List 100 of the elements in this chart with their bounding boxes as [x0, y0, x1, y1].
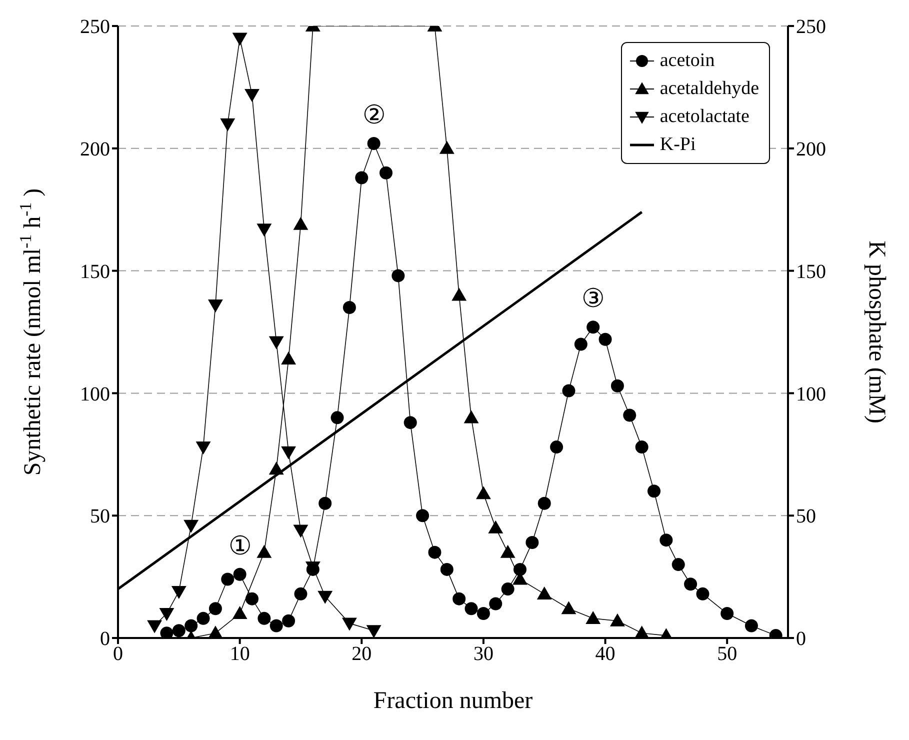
point — [586, 320, 600, 334]
point — [196, 442, 211, 455]
point — [696, 587, 710, 600]
x-tick-label: 10 — [230, 643, 250, 666]
point — [635, 440, 648, 454]
point — [610, 379, 624, 392]
point — [464, 602, 478, 616]
point — [380, 166, 392, 180]
point — [648, 484, 660, 498]
y2-tick-label: 100 — [796, 383, 826, 406]
y2-tick-label: 0 — [796, 628, 806, 650]
point — [720, 607, 734, 620]
point — [221, 572, 234, 586]
x-axis-title: Fraction number — [373, 688, 533, 714]
y2-axis-title: K phosphate (mM) — [863, 240, 890, 424]
point — [256, 544, 272, 558]
point — [489, 597, 502, 610]
point — [268, 336, 284, 350]
annotation: ② — [362, 100, 386, 130]
legend-label: acetoin — [660, 50, 715, 72]
point — [208, 626, 223, 638]
point — [428, 546, 442, 559]
x-tick-label: 20 — [352, 643, 372, 666]
point — [294, 587, 308, 600]
point — [623, 408, 636, 422]
point — [184, 619, 198, 632]
point — [514, 562, 526, 576]
y2-tick-label: 50 — [796, 506, 816, 528]
point — [392, 269, 405, 282]
point — [256, 224, 272, 237]
point — [171, 586, 186, 599]
point — [355, 171, 368, 184]
point — [147, 620, 162, 634]
point — [452, 288, 467, 301]
point — [293, 524, 308, 538]
point — [660, 534, 673, 547]
point — [476, 486, 491, 500]
point — [233, 568, 246, 581]
point — [318, 496, 332, 510]
x-tick-label: 30 — [473, 643, 494, 666]
point — [159, 608, 174, 621]
point — [598, 332, 612, 346]
point — [550, 440, 564, 454]
point — [610, 613, 625, 626]
point — [258, 612, 271, 625]
point — [536, 586, 552, 600]
point — [220, 118, 236, 132]
point — [672, 558, 685, 572]
point — [330, 411, 344, 424]
point — [416, 509, 430, 522]
point — [562, 384, 576, 398]
point — [367, 137, 380, 150]
point — [342, 301, 356, 314]
point — [232, 32, 248, 46]
x-tick-label: 40 — [595, 643, 616, 666]
annotation: ③ — [582, 284, 605, 314]
point — [404, 416, 417, 430]
point — [476, 607, 490, 620]
point — [501, 582, 514, 596]
point — [293, 216, 308, 230]
point — [561, 601, 576, 614]
legend-label: acetaldehyde — [660, 78, 759, 100]
point — [452, 592, 466, 606]
y2-tick-label: 150 — [796, 260, 826, 283]
point — [160, 626, 174, 638]
y-tick-label: 200 — [80, 138, 110, 160]
point — [574, 338, 588, 351]
point — [184, 520, 199, 533]
point — [246, 592, 258, 606]
point — [318, 590, 333, 604]
point — [538, 496, 551, 510]
annotation: ① — [228, 531, 252, 560]
point — [172, 624, 186, 638]
point — [270, 619, 283, 632]
point — [684, 578, 698, 591]
y-tick-label: 250 — [80, 16, 110, 38]
point — [488, 520, 504, 534]
y2-tick-label: 200 — [796, 138, 826, 160]
x-tick-label: 50 — [717, 643, 738, 666]
point — [366, 625, 382, 638]
point — [281, 351, 296, 364]
point — [586, 610, 601, 624]
point — [342, 618, 357, 631]
point — [464, 410, 479, 424]
point — [500, 544, 516, 558]
point — [526, 536, 539, 550]
point — [634, 626, 650, 638]
point — [440, 562, 454, 576]
y-tick-label: 150 — [80, 260, 110, 283]
point — [208, 300, 223, 313]
y2-tick-label: 250 — [796, 16, 826, 38]
point — [244, 89, 260, 102]
point — [196, 612, 210, 625]
legend-label: acetolactate — [660, 106, 750, 128]
y-tick-label: 50 — [90, 506, 110, 528]
y-tick-label: 0 — [100, 628, 110, 650]
point — [208, 602, 222, 616]
y-tick-label: 100 — [80, 383, 110, 406]
point — [282, 614, 296, 628]
point — [232, 606, 248, 620]
